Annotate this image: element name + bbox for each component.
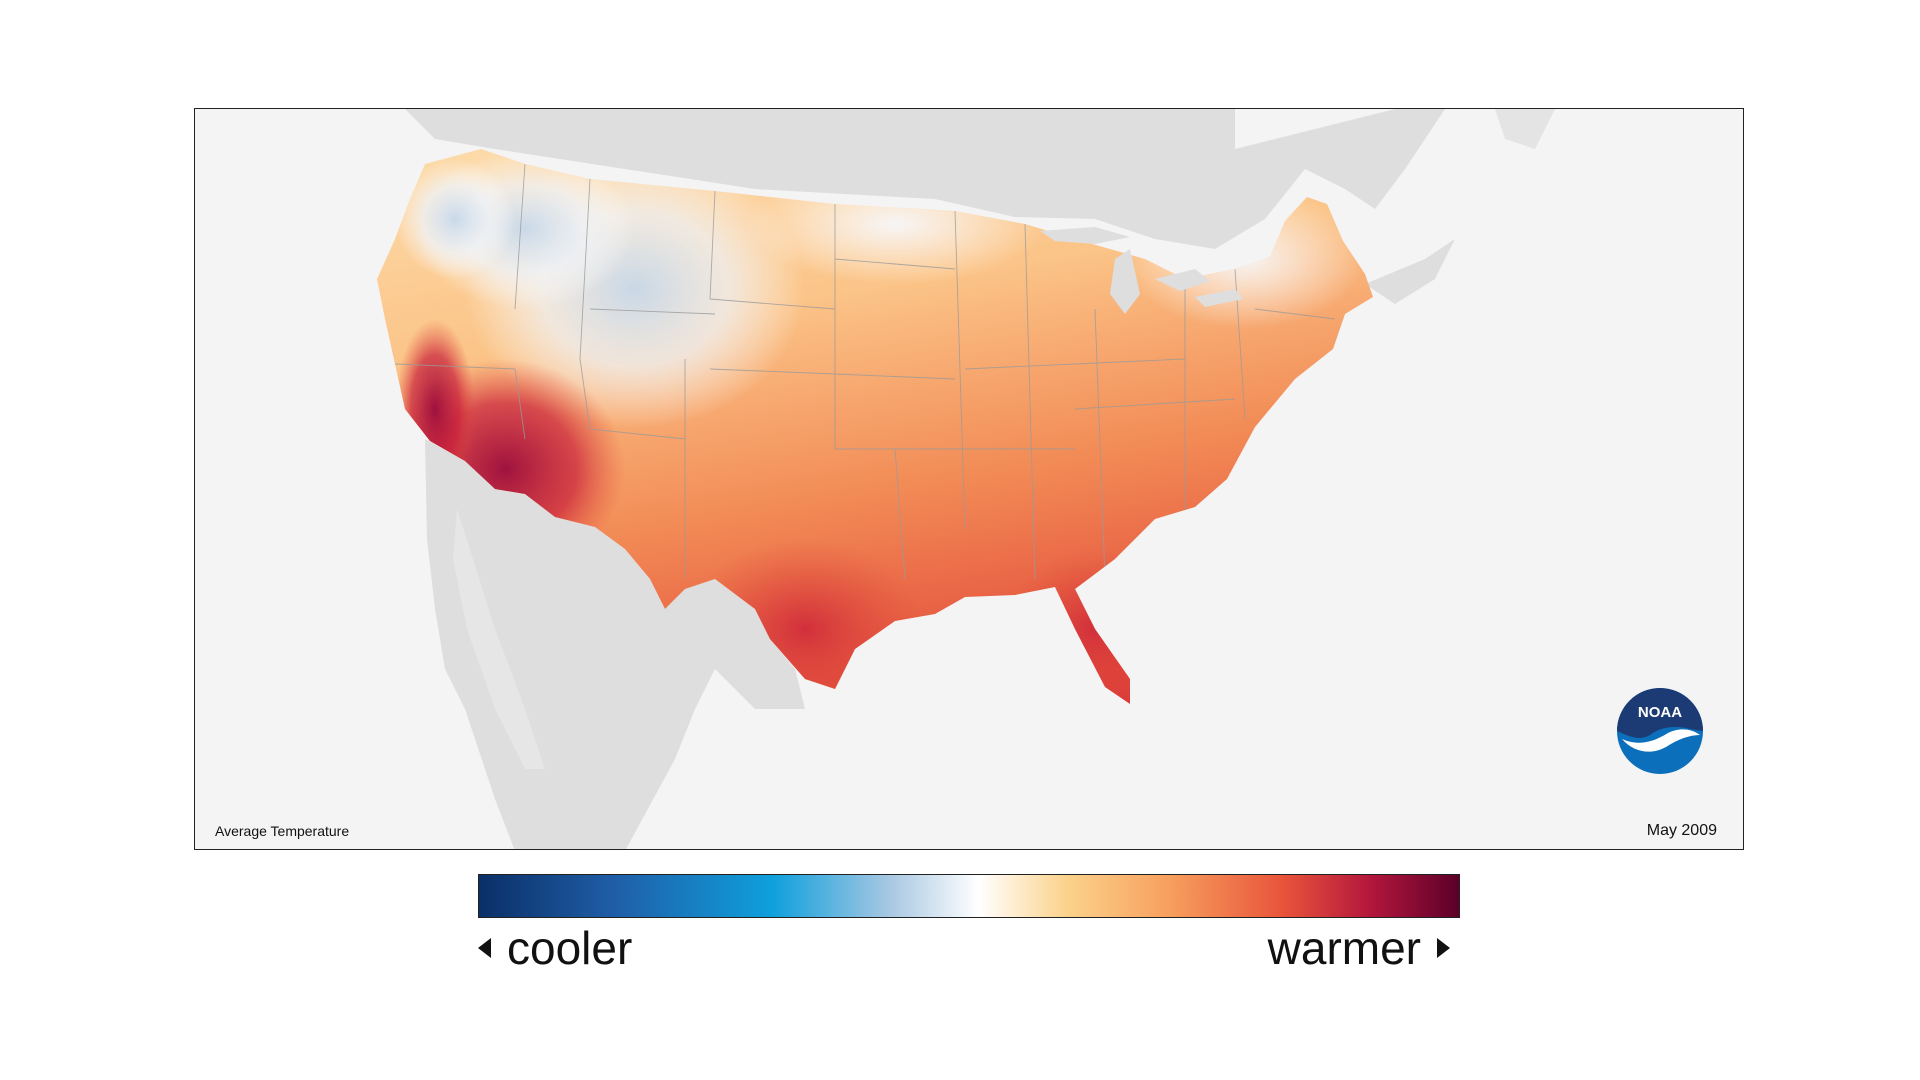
map-caption: Average Temperature xyxy=(215,823,350,839)
map-canvas: NOAA xyxy=(377,109,1703,849)
temperature-map: NOAA Average Temperature May 2009 xyxy=(194,108,1744,850)
map-date: May 2009 xyxy=(1646,822,1717,839)
left-arrow-icon xyxy=(478,938,491,958)
legend-color-bar xyxy=(478,874,1460,918)
cooler-label-group: cooler xyxy=(478,918,632,978)
baja-peninsula xyxy=(453,509,545,769)
newfoundland-island xyxy=(1495,109,1555,149)
warmer-label: warmer xyxy=(1267,922,1421,974)
right-arrow-icon xyxy=(1437,938,1450,958)
warmer-label-group: warmer xyxy=(1268,918,1460,978)
noaa-logo-text: NOAA xyxy=(1638,704,1682,721)
noaa-logo: NOAA xyxy=(1617,688,1703,774)
canada-landmass xyxy=(405,109,1445,249)
legend-labels: cooler warmer xyxy=(478,918,1460,978)
cooler-label: cooler xyxy=(507,922,633,974)
nova-scotia xyxy=(1365,239,1455,304)
great-lakes xyxy=(1040,227,1243,314)
temperature-legend xyxy=(478,874,1460,918)
